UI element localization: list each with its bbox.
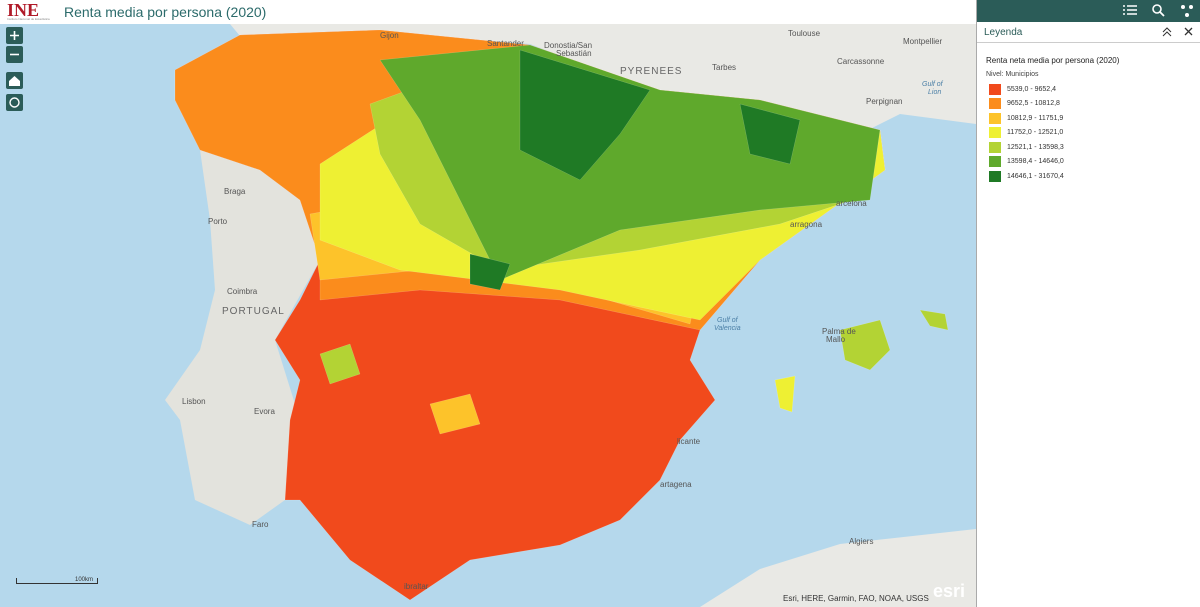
place-label: arcelona (836, 199, 867, 208)
place-label: Sebastián (556, 49, 592, 58)
plus-icon (10, 31, 19, 40)
place-label: Gijon (380, 31, 399, 40)
choropleth[interactable] (174, 29, 949, 601)
place-label: Toulouse (788, 29, 821, 38)
portugal-land (165, 104, 320, 525)
legend-label: 14646,1 - 31670,4 (1007, 172, 1064, 180)
region[interactable] (919, 309, 949, 331)
top-bar: INE Instituto Nacional de Estadística Re… (0, 0, 976, 25)
region[interactable] (319, 343, 361, 385)
logo-subtitle: Instituto Nacional de Estadística (7, 17, 50, 21)
legend-item: 14646,1 - 31670,4 (989, 169, 1064, 184)
place-label: Palma de (822, 327, 856, 336)
place-label: Santander (487, 39, 524, 48)
zoom-in-button[interactable] (6, 27, 23, 44)
place-label: Lisbon (182, 397, 206, 406)
esri-logo: esri (933, 581, 966, 601)
layer-title: Renta neta media por persona (2020) (986, 56, 1120, 65)
legend-swatch (989, 170, 1001, 182)
close-button[interactable] (1184, 27, 1193, 36)
legend-swatch (989, 83, 1001, 95)
place-label: Coimbra (227, 287, 258, 296)
legend-items: 5539,0 - 9652,4 9652,5 - 10812,8 10812,9 -… (989, 82, 1064, 184)
logo[interactable]: INE (7, 0, 40, 20)
place-label: Donostia/San (544, 41, 592, 50)
place-label: Algiers (849, 537, 873, 546)
legend-item: 9652,5 - 10812,8 (989, 97, 1064, 112)
place-label: Braga (224, 187, 246, 196)
legend-header: Leyenda (977, 22, 1200, 43)
app-title: Renta media por persona (2020) (64, 4, 267, 20)
legend-swatch (989, 112, 1001, 124)
legend-item: 5539,0 - 9652,4 (989, 82, 1064, 97)
legend-item: 10812,9 - 11751,9 (989, 111, 1064, 126)
layer-level: Nivel: Municipios (986, 71, 1039, 78)
legend-item: 12521,1 - 13598,3 (989, 140, 1064, 155)
legend-item: 11752,0 - 12521,0 (989, 126, 1064, 141)
toolbar-icons (1123, 4, 1193, 17)
legend-label: 12521,1 - 13598,3 (1007, 143, 1064, 151)
locate-icon (9, 97, 20, 108)
place-label: Gulf of (717, 317, 739, 324)
scale-label: 100km (75, 577, 94, 583)
africa-land (700, 529, 976, 607)
zoom-out-button[interactable] (6, 46, 23, 63)
home-icon (9, 76, 20, 86)
legend-label: 10812,9 - 11751,9 (1007, 114, 1064, 122)
side-panel: Leyenda Renta neta media por persona (20… (976, 0, 1200, 607)
panel-toolbar (977, 0, 1200, 22)
place-label: Carcassonne (837, 57, 885, 66)
collapse-button[interactable] (1162, 27, 1172, 37)
region[interactable] (739, 103, 801, 165)
home-button[interactable] (6, 72, 23, 89)
region[interactable] (839, 319, 891, 371)
france-land (230, 24, 976, 134)
legend-swatch (989, 98, 1001, 110)
minus-icon (10, 53, 19, 56)
place-label: Lion (928, 89, 941, 96)
place-label: Montpellier (903, 37, 942, 46)
place-label: PORTUGAL (222, 306, 285, 317)
place-label: PYRENEES (620, 66, 682, 77)
legend-label: 5539,0 - 9652,4 (1007, 85, 1057, 93)
region[interactable] (379, 44, 881, 281)
region[interactable] (469, 253, 511, 291)
legend-swatch (989, 141, 1001, 153)
locate-button[interactable] (6, 94, 23, 111)
place-label: Faro (252, 520, 269, 529)
legend-label: 9652,5 - 10812,8 (1007, 100, 1060, 108)
place-label: ibraltar (404, 582, 429, 591)
place-label: Evora (254, 407, 275, 416)
region[interactable] (429, 393, 481, 435)
region[interactable] (774, 375, 796, 413)
legend-controls (1162, 27, 1193, 37)
legend-toggle[interactable] (1123, 5, 1137, 15)
legend-title: Leyenda (984, 27, 1023, 38)
place-label: Perpignan (866, 97, 902, 106)
search-button[interactable] (1152, 4, 1165, 17)
place-label: Mallo (826, 335, 846, 344)
place-label: Porto (208, 217, 228, 226)
place-label: artagena (660, 480, 692, 489)
place-label: Gulf of (922, 81, 944, 88)
place-label: Tarbes (712, 63, 736, 72)
place-label: arragona (790, 220, 823, 229)
legend-label: 11752,0 - 12521,0 (1007, 129, 1064, 137)
place-label: licante (677, 437, 701, 446)
legend-swatch (989, 127, 1001, 139)
attribution: Esri, HERE, Garmin, FAO, NOAA, USGS (783, 594, 929, 603)
legend-label: 13598,4 - 14646,0 (1007, 158, 1064, 166)
place-label: Valencia (714, 325, 741, 332)
legend-item: 13598,4 - 14646,0 (989, 155, 1064, 170)
region[interactable] (519, 49, 651, 181)
share-button[interactable] (1181, 5, 1193, 17)
legend-swatch (989, 156, 1001, 168)
scale-bar (16, 578, 98, 584)
